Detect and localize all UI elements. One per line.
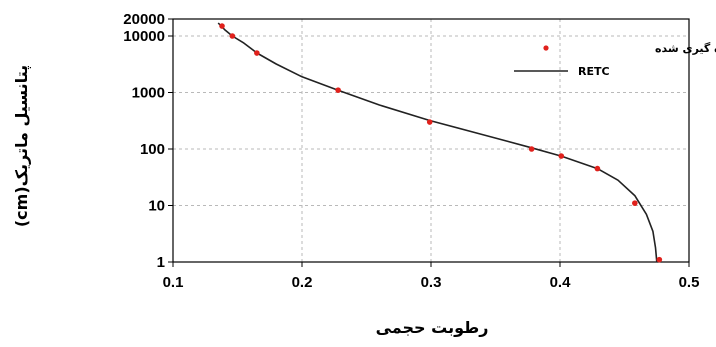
y-tick-label: 10000 (123, 28, 165, 45)
x-tick-label: 0.3 (421, 274, 442, 291)
data-point-measured (335, 87, 341, 93)
legend-label-retc: RETC (578, 65, 610, 78)
y-axis-title: پتانسیل ماتریک(cm) (12, 65, 32, 227)
x-tick-label: 0.1 (163, 274, 184, 291)
x-tick-label: 0.4 (550, 274, 572, 291)
x-tick-label: 0.2 (292, 274, 313, 291)
y-tick-label: 100 (140, 141, 165, 158)
data-point-measured (426, 119, 433, 125)
legend-label-measured: اندازه گیری شده (655, 42, 716, 55)
grid (173, 19, 689, 262)
y-tick-label: 1 (157, 254, 165, 271)
data-point-measured (254, 50, 260, 56)
x-axis: 0.1 0.2 0.3 0.4 0.5 (163, 262, 700, 291)
data-point-measured (558, 153, 565, 159)
x-axis-title: رطوبت حجمی (376, 318, 489, 337)
x-tick-label: 0.5 (679, 274, 700, 291)
legend-marker-measured (543, 45, 549, 51)
y-tick-label: 20000 (123, 11, 165, 28)
data-point-measured (656, 256, 663, 263)
legend: اندازه گیری شده RETC (514, 42, 716, 78)
data-point-measured (229, 33, 236, 39)
series (217, 22, 663, 263)
data-point-measured (528, 146, 535, 152)
series-line-retc (217, 22, 658, 263)
y-tick-label: 10 (148, 198, 165, 215)
data-point-measured (219, 23, 225, 29)
y-tick-label: 1000 (132, 85, 165, 102)
data-point-measured (632, 200, 638, 206)
data-point-measured (594, 165, 601, 172)
